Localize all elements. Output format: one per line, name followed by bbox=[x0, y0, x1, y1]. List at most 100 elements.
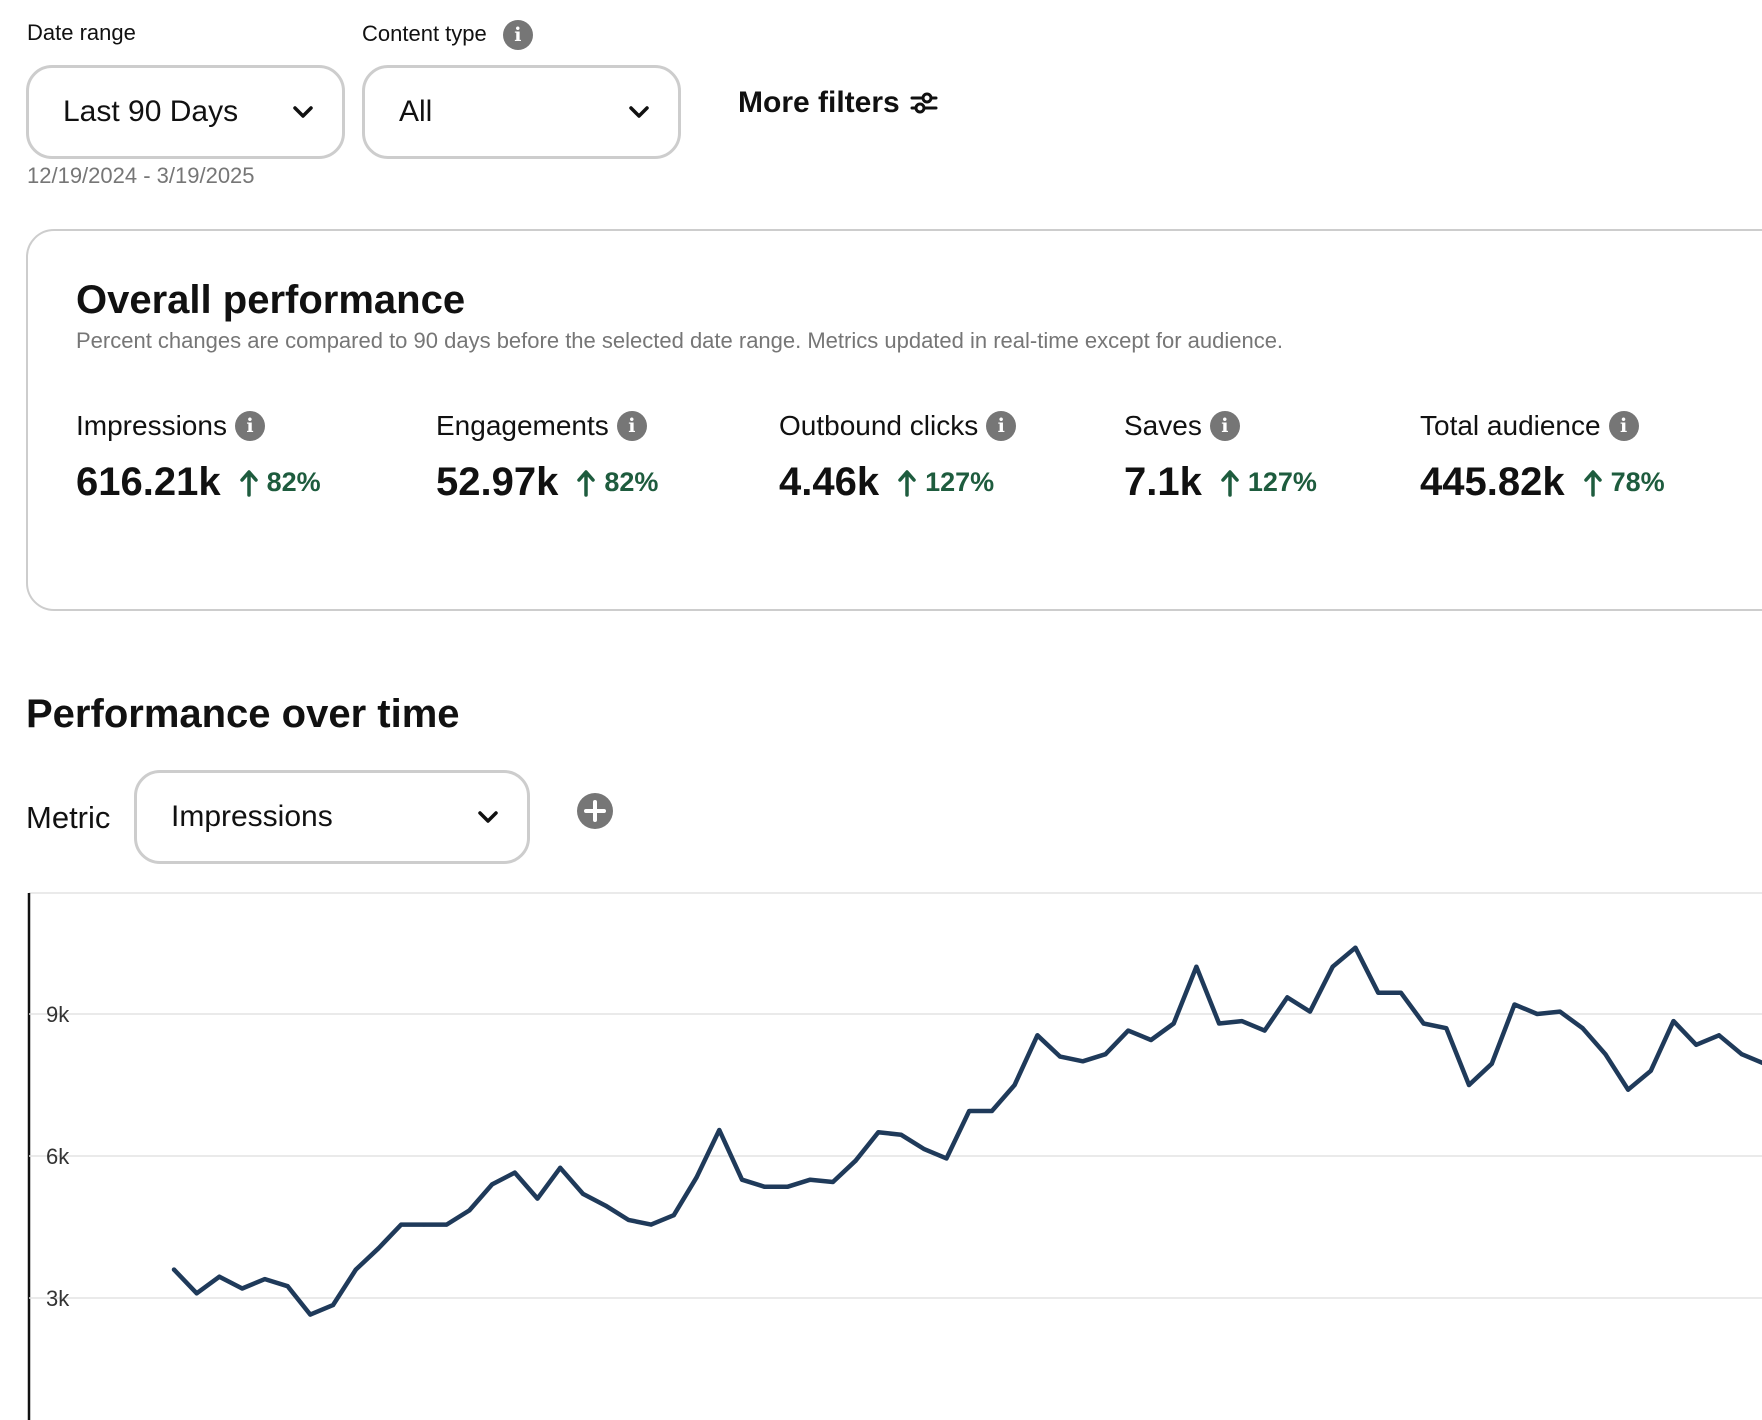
data-point bbox=[1080, 1059, 1085, 1064]
data-point bbox=[1126, 1028, 1131, 1033]
metric-select-value: Impressions bbox=[171, 800, 333, 833]
data-point bbox=[603, 1203, 608, 1208]
data-point bbox=[512, 1170, 517, 1175]
data-point bbox=[1580, 1026, 1585, 1031]
metric-change-value: 127% bbox=[1247, 467, 1317, 497]
more-filters-button[interactable]: More filters bbox=[738, 86, 938, 120]
data-point bbox=[785, 1184, 790, 1189]
content-type-value: All bbox=[399, 95, 433, 128]
chevron-down-icon bbox=[478, 811, 498, 823]
add-metric-button[interactable] bbox=[576, 792, 614, 830]
metric-select[interactable]: Impressions bbox=[134, 770, 530, 864]
data-point bbox=[1398, 990, 1403, 995]
info-icon[interactable]: i bbox=[502, 20, 533, 50]
data-point bbox=[921, 1146, 926, 1151]
info-icon[interactable]: i bbox=[1608, 411, 1639, 441]
arrow-up-icon bbox=[898, 469, 916, 497]
data-point bbox=[1717, 1033, 1721, 1038]
data-point bbox=[1421, 1021, 1426, 1026]
data-point bbox=[740, 1177, 744, 1182]
data-point bbox=[1035, 1033, 1040, 1038]
data-point bbox=[217, 1274, 222, 1279]
info-icon[interactable]: i bbox=[986, 411, 1017, 441]
data-point bbox=[172, 1267, 176, 1272]
data-point bbox=[421, 1222, 426, 1227]
data-point bbox=[1058, 1054, 1063, 1059]
data-point bbox=[1671, 1019, 1676, 1024]
data-point bbox=[376, 1246, 381, 1251]
metric-change: 82% bbox=[239, 467, 321, 498]
metric-value: 445.82k bbox=[1420, 460, 1565, 504]
metric-total-audience: Total audience i 445.82k 78% bbox=[1420, 410, 1665, 505]
data-point bbox=[649, 1222, 654, 1227]
date-range-label: Date range bbox=[27, 20, 136, 45]
metric-change-value: 82% bbox=[604, 467, 659, 497]
data-point bbox=[853, 1158, 858, 1163]
chevron-down-icon bbox=[293, 106, 313, 118]
data-point bbox=[1489, 1061, 1494, 1066]
data-point bbox=[1535, 1012, 1540, 1016]
performance-over-time-title: Performance over time bbox=[26, 692, 460, 736]
info-icon[interactable]: i bbox=[234, 411, 265, 441]
data-point bbox=[808, 1177, 813, 1182]
impressions-series-line bbox=[171, 945, 1762, 1317]
data-point bbox=[876, 1130, 881, 1135]
data-point bbox=[1626, 1087, 1631, 1092]
more-filters-label: More filters bbox=[738, 86, 900, 119]
data-point bbox=[240, 1286, 245, 1291]
data-point bbox=[1285, 995, 1290, 1000]
info-icon[interactable]: i bbox=[616, 411, 647, 441]
data-point bbox=[353, 1267, 358, 1272]
date-range-select[interactable]: Last 90 Days bbox=[26, 65, 345, 159]
metric-value: 52.97k bbox=[436, 460, 559, 504]
data-point bbox=[626, 1217, 631, 1222]
data-point bbox=[1694, 1042, 1699, 1047]
metric-change: 127% bbox=[1220, 467, 1317, 498]
metric-label: Outbound clicks bbox=[779, 410, 979, 441]
overall-performance-title: Overall performance bbox=[76, 278, 466, 322]
content-type-label: Content type bbox=[362, 20, 487, 46]
content-type-select[interactable]: All bbox=[362, 65, 681, 159]
metric-value: 4.46k bbox=[779, 460, 880, 504]
data-point bbox=[331, 1303, 335, 1308]
data-point bbox=[1262, 1028, 1267, 1033]
data-point bbox=[1603, 1052, 1608, 1057]
arrow-up-icon bbox=[577, 469, 596, 497]
date-range-value: Last 90 Days bbox=[63, 95, 239, 128]
filter-sliders-icon bbox=[910, 92, 938, 114]
data-point bbox=[1171, 1021, 1176, 1026]
metric-label: Total audience bbox=[1420, 410, 1601, 441]
data-point bbox=[1103, 1052, 1108, 1057]
metric-change-value: 127% bbox=[925, 467, 995, 497]
metric-change: 78% bbox=[1583, 467, 1665, 498]
data-point bbox=[762, 1184, 767, 1189]
y-tick-label: 6k bbox=[46, 1144, 70, 1169]
data-point bbox=[944, 1156, 949, 1161]
data-point bbox=[1239, 1019, 1244, 1024]
metric-selector-label: Metric bbox=[26, 800, 111, 835]
data-point bbox=[1194, 964, 1199, 969]
y-tick-label: 9k bbox=[46, 1002, 70, 1027]
data-point bbox=[1739, 1052, 1744, 1057]
data-point bbox=[830, 1180, 835, 1184]
data-point bbox=[1444, 1026, 1449, 1031]
data-point bbox=[1512, 1002, 1517, 1007]
data-point bbox=[581, 1191, 585, 1196]
content-type-label-wrap: Content type i bbox=[362, 20, 533, 50]
info-icon[interactable]: i bbox=[1209, 411, 1240, 441]
date-range-subtext: 12/19/2024 - 3/19/2025 bbox=[27, 163, 255, 188]
metric-value: 7.1k bbox=[1124, 460, 1202, 504]
metric-engagements: Engagements i 52.97k 82% bbox=[436, 410, 658, 505]
data-point bbox=[899, 1132, 903, 1137]
data-point bbox=[694, 1175, 699, 1180]
data-point bbox=[1012, 1083, 1017, 1087]
data-point bbox=[558, 1165, 563, 1170]
metric-value: 616.21k bbox=[76, 460, 221, 504]
data-point bbox=[467, 1208, 472, 1213]
metric-impressions: Impressions i 616.21k 82% bbox=[76, 410, 321, 505]
metric-label: Engagements bbox=[436, 410, 609, 441]
data-point bbox=[1217, 1021, 1222, 1026]
data-point bbox=[1376, 990, 1381, 995]
data-point bbox=[1330, 964, 1335, 969]
data-point bbox=[399, 1222, 404, 1227]
